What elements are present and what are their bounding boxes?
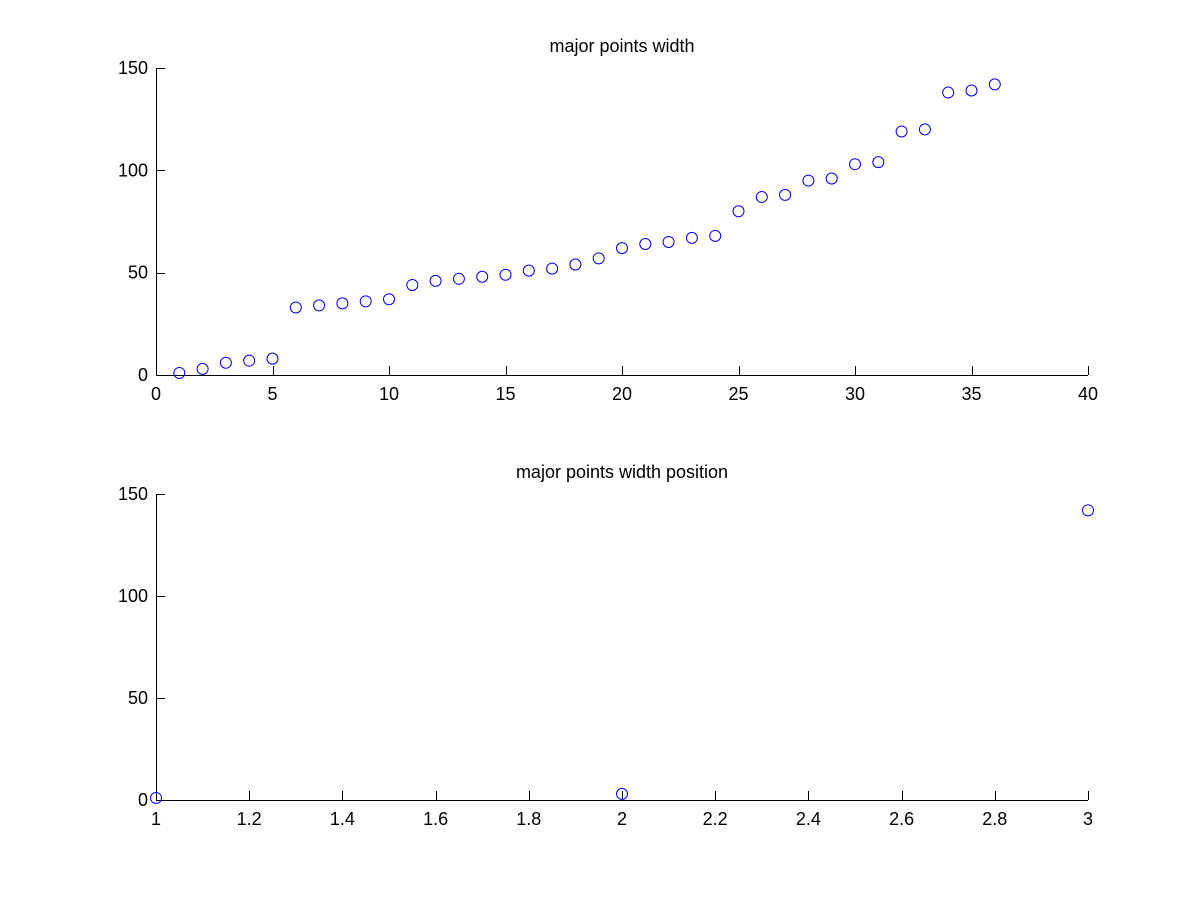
data-point [965,84,978,97]
y-tick-label: 50 [128,263,148,283]
y-tick-label: 100 [118,586,148,606]
data-point [732,205,745,218]
data-point [173,366,186,379]
data-point [289,301,302,314]
x-tick-label: 2.2 [703,809,728,829]
data-point [988,78,1001,91]
data-point [592,252,605,265]
data-point [336,297,349,310]
x-tick-label: 1.8 [516,809,541,829]
data-point [313,299,326,312]
data-point [569,258,582,271]
x-tick-label: 25 [728,384,748,404]
y-tick-label: 150 [118,484,148,504]
data-point [1082,504,1094,517]
plot-major-points-width-position: major points width position 1 1.2 1.4 1.6 1.… [118,462,1094,829]
x-tick-label: 40 [1078,384,1098,404]
plot-major-points-width: major points width 0 5 10 15 20 25 30 35 40 0 50 10… [118,36,1098,404]
x-tick-label: 15 [495,384,515,404]
data-point [406,278,419,291]
y-tick-label: 50 [128,688,148,708]
data-point [685,231,698,244]
x-tick-label: 5 [267,384,277,404]
data-point [452,272,465,285]
data-point [918,123,931,136]
axes-lines [156,494,1088,801]
x-tick-label: 2.4 [796,809,821,829]
x-tick-label: 35 [961,384,981,404]
data-point [895,125,908,138]
data-point [429,274,442,287]
data-point [709,229,722,242]
data-point [499,268,512,281]
data-point [243,354,256,367]
y-tick-label: 100 [118,160,148,180]
y-tick-label: 0 [138,365,148,385]
x-tick-label: 3 [1083,809,1093,829]
x-tick-label: 1 [151,809,161,829]
data-point [383,293,395,306]
data-point [639,238,652,251]
data-point [872,156,885,169]
data-point [266,352,279,365]
x-tick-label: 30 [845,384,865,404]
x-tick-label: 2.8 [982,809,1007,829]
data-point [755,190,768,203]
data-point [616,787,628,800]
data-point [219,356,232,369]
data-point [849,158,861,171]
x-tick-label: 1.4 [330,809,355,829]
data-point [196,362,209,375]
data-point [546,262,559,275]
x-tick-label: 2.6 [889,809,914,829]
x-tick-label: 1.2 [237,809,262,829]
data-point [522,264,535,277]
x-tick-label: 0 [151,384,161,404]
axes-lines [156,68,1088,376]
plot-title: major points width [549,36,694,56]
x-tick-label: 2 [617,809,627,829]
data-point [942,86,955,99]
data-point [476,270,489,283]
data-point [616,242,628,255]
plot-title: major points width position [516,462,728,482]
data-point [150,791,162,804]
x-tick-label: 1.6 [423,809,448,829]
data-point [662,235,675,248]
data-point [779,188,792,201]
data-point [825,172,838,185]
x-tick-label: 10 [379,384,399,404]
x-tick-label: 20 [612,384,632,404]
data-point [802,174,815,187]
y-tick-label: 0 [138,790,148,810]
y-tick-label: 150 [118,58,148,78]
data-point [359,295,372,308]
